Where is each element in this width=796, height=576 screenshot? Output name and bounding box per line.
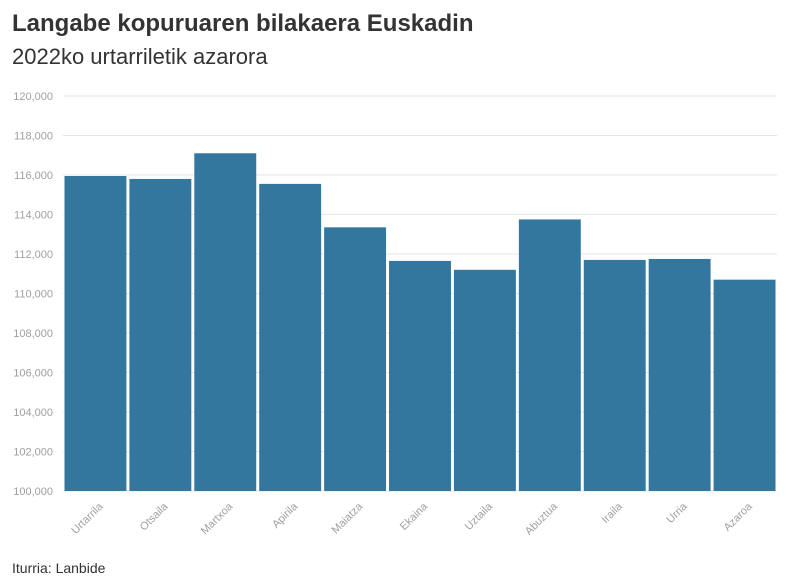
bar-iraila[interactable] bbox=[583, 259, 646, 491]
x-axis-ticks: Urtarrila Otsaila Martxoa Apirila Maiatza Eka… bbox=[69, 500, 755, 538]
bar-martxoa[interactable] bbox=[194, 153, 257, 491]
x-tick-label: Ekaina bbox=[398, 500, 431, 533]
y-tick-label: 120,000 bbox=[13, 91, 53, 103]
y-tick-label: 118,000 bbox=[14, 131, 53, 143]
y-tick-label: 102,000 bbox=[13, 447, 53, 459]
y-tick-label: 110,000 bbox=[14, 289, 53, 301]
y-tick-label: 114,000 bbox=[14, 210, 53, 222]
y-tick-label: 116,000 bbox=[14, 170, 53, 182]
x-tick-label: Azaroa bbox=[722, 500, 756, 534]
x-tick-label: Urria bbox=[664, 500, 690, 526]
bar-urtarrila[interactable] bbox=[64, 175, 127, 492]
x-tick-label: Urtarrila bbox=[69, 500, 106, 537]
y-tick-label: 112,000 bbox=[14, 249, 53, 261]
bars bbox=[64, 153, 776, 492]
bar-urria[interactable] bbox=[648, 258, 711, 491]
y-tick-label: 108,000 bbox=[13, 328, 53, 340]
x-tick-label: Uztaila bbox=[463, 500, 496, 533]
x-tick-label: Apirila bbox=[270, 500, 301, 531]
bar-otsaila[interactable] bbox=[129, 178, 192, 491]
bar-azaroa[interactable] bbox=[713, 279, 776, 491]
y-tick-label: 100,000 bbox=[13, 486, 53, 498]
y-axis-ticks: 100,000 102,000 104,000 106,000 108,000 110,0… bbox=[13, 91, 53, 498]
x-tick-label: Maiatza bbox=[329, 500, 365, 536]
x-tick-label: Martxoa bbox=[199, 500, 236, 537]
x-tick-label: Otsaila bbox=[138, 500, 171, 533]
chart-title: Langabe kopuruaren bilakaera Euskadin bbox=[12, 10, 474, 37]
y-tick-label: 106,000 bbox=[13, 368, 53, 380]
chart-subtitle: 2022ko urtarriletik azarora bbox=[12, 44, 268, 69]
x-tick-label: Abuztua bbox=[523, 500, 561, 538]
bar-abuztua[interactable] bbox=[518, 219, 581, 491]
y-tick-label: 104,000 bbox=[13, 407, 53, 419]
source-note: Iturria: Lanbide bbox=[12, 560, 106, 576]
bar-ekaina[interactable] bbox=[389, 260, 451, 491]
x-tick-label: Iraila bbox=[600, 500, 626, 526]
bar-uztaila[interactable] bbox=[453, 269, 516, 491]
bar-apirila[interactable] bbox=[259, 183, 322, 491]
bar-maiatza[interactable] bbox=[324, 227, 387, 491]
